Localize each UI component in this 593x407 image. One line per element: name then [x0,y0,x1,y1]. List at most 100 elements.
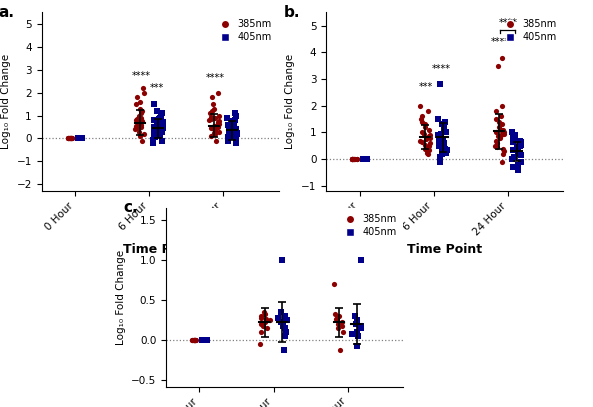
Point [255,341,264,347]
Point [425,132,435,138]
Point [361,156,371,162]
Point [425,127,434,133]
Point [508,147,518,153]
Point [134,114,144,120]
Point [214,112,224,119]
Point [495,135,505,141]
Point [202,337,211,344]
Point [438,144,448,151]
Point [333,321,343,327]
Text: ****: **** [206,73,225,83]
Point [139,131,149,137]
Point [352,156,361,162]
Point [201,337,211,344]
Point [424,147,433,153]
Point [227,125,236,131]
Point [337,322,347,329]
Point [493,62,503,69]
Point [492,140,502,147]
Point [214,120,224,127]
Point [419,131,428,137]
Point [416,116,426,123]
Point [149,131,159,137]
Point [228,119,237,126]
Point [356,256,366,263]
Point [155,132,165,138]
X-axis label: Time Point: Time Point [123,243,197,256]
Point [491,129,500,136]
Point [209,129,219,136]
Point [499,131,508,137]
Legend: 385nm, 405nm: 385nm, 405nm [338,212,398,239]
Point [75,135,85,142]
Point [265,317,275,323]
Point [441,129,451,136]
Point [362,156,372,162]
Point [362,156,372,162]
Point [208,101,218,107]
Point [259,309,269,315]
Point [132,94,141,101]
Point [499,148,508,154]
Point [433,132,442,138]
Point [353,329,362,335]
Point [231,140,241,147]
Point [347,156,357,162]
Point [493,133,503,140]
Point [149,126,159,133]
Point [191,337,200,344]
Point [135,105,144,112]
Point [228,120,237,127]
Point [331,316,340,322]
Point [213,119,222,126]
Point [496,132,506,138]
Point [77,135,87,142]
Point [64,135,74,142]
Point [133,119,143,126]
Point [152,108,162,114]
Point [280,346,289,353]
Point [425,140,435,147]
Point [215,118,224,125]
Point [417,118,427,125]
Point [211,127,220,134]
Point [223,121,232,128]
Point [352,343,362,350]
Point [261,319,270,326]
Point [497,55,506,61]
Point [511,136,520,142]
Point [352,317,362,323]
Point [422,136,431,142]
Text: ****: **** [432,63,451,74]
Point [210,114,219,121]
Point [424,142,433,149]
Point [435,142,444,149]
Point [356,325,365,331]
Point [227,132,237,138]
Point [517,159,526,165]
Point [157,112,166,119]
Point [352,319,362,326]
Point [361,156,371,162]
Point [278,322,288,329]
Point [190,337,199,344]
Text: ***: *** [149,83,164,92]
Point [417,113,427,120]
Point [190,337,199,344]
Point [200,337,209,344]
Point [206,116,216,122]
Point [207,114,216,120]
Text: ****: **** [491,37,510,47]
Point [202,337,212,344]
Y-axis label: Log₁₀ Fold Change: Log₁₀ Fold Change [116,249,126,345]
Point [63,135,72,142]
Y-axis label: Log₁₀ Fold Change: Log₁₀ Fold Change [1,54,11,149]
Point [223,114,232,121]
Point [517,152,526,158]
Point [280,333,289,339]
Point [136,110,146,116]
Point [137,138,146,144]
Point [197,337,207,344]
Point [496,127,506,133]
Point [515,142,525,149]
